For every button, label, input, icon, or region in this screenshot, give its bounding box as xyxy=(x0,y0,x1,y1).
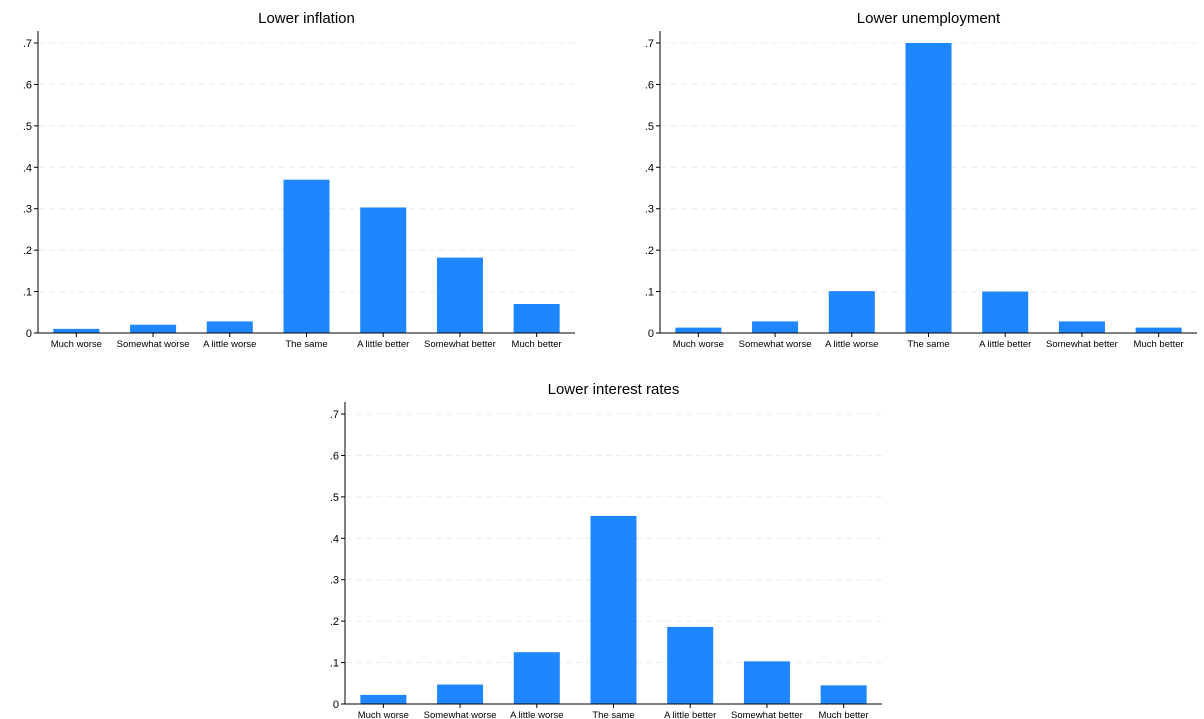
bar-somewhat-worse xyxy=(130,324,177,333)
y-tick-label: .4 xyxy=(330,533,339,545)
x-tick-label: Much worse xyxy=(673,339,724,350)
x-tick-label: Much worse xyxy=(358,710,409,719)
x-tick-label: Somewhat better xyxy=(731,710,803,719)
x-tick-label: A little worse xyxy=(203,339,256,350)
bar-a-little-better xyxy=(667,626,714,704)
y-tick-label: .6 xyxy=(645,79,654,91)
bar-somewhat-better xyxy=(436,257,483,333)
bar-much-worse xyxy=(53,328,100,333)
chart-panel-3: Lower interest rates 0 .1 .2 .3 .4 .5 .6 .7 Much … xyxy=(330,381,882,719)
bar-much-better xyxy=(1135,327,1182,333)
x-tick-label: Much better xyxy=(512,339,562,350)
y-tick-label: .2 xyxy=(330,616,339,628)
x-tick-label: The same xyxy=(592,710,634,719)
x-tick-label: Somewhat worse xyxy=(424,710,497,719)
x-tick-label: Somewhat worse xyxy=(117,339,190,350)
bar-much-worse xyxy=(675,327,722,333)
y-tick-label: .5 xyxy=(645,121,654,133)
y-tick-label: 0 xyxy=(26,328,32,340)
y-tick-label: .6 xyxy=(330,450,339,462)
y-tick-label: .7 xyxy=(330,409,339,421)
y-tick-label: .4 xyxy=(23,162,32,174)
bar-somewhat-better xyxy=(743,661,790,704)
chart-panel-2: Lower unemployment 0 .1 .2 .3 .4 .5 .6 .7 Much wo… xyxy=(645,10,1197,350)
x-tick-label: Much worse xyxy=(51,339,102,350)
bar-a-little-worse xyxy=(513,652,560,704)
bar-somewhat-worse xyxy=(437,684,484,704)
bar-a-little-better xyxy=(360,207,407,333)
y-tick-label: .5 xyxy=(23,121,32,133)
x-tick-label: Somewhat worse xyxy=(739,339,812,350)
x-tick-label: Much better xyxy=(819,710,869,719)
y-tick-label: .3 xyxy=(330,575,339,587)
bar-much-worse xyxy=(360,694,407,704)
y-tick-label: .1 xyxy=(645,287,654,299)
x-tick-label: A little worse xyxy=(510,710,563,719)
bar-somewhat-better xyxy=(1058,321,1105,333)
y-tick-label: .7 xyxy=(23,38,32,50)
y-tick-label: .7 xyxy=(645,38,654,50)
y-tick-label: 0 xyxy=(648,328,654,340)
y-tick-label: .6 xyxy=(23,79,32,91)
x-tick-label: The same xyxy=(285,339,327,350)
x-tick-label: A little worse xyxy=(825,339,878,350)
x-tick-label: Somewhat better xyxy=(424,339,496,350)
bar-a-little-worse xyxy=(828,291,875,333)
y-tick-label: .1 xyxy=(23,287,32,299)
x-tick-label: A little better xyxy=(664,710,716,719)
x-tick-label: A little better xyxy=(979,339,1031,350)
y-tick-label: 0 xyxy=(333,699,339,711)
bar-the-same xyxy=(590,515,637,704)
x-tick-label: The same xyxy=(907,339,949,350)
y-tick-label: .3 xyxy=(645,204,654,216)
chart-title: Lower unemployment xyxy=(857,10,1001,27)
y-tick-label: .3 xyxy=(23,204,32,216)
bar-the-same xyxy=(283,179,330,333)
x-tick-label: A little better xyxy=(357,339,409,350)
chart-panel-1: Lower inflation 0 .1 .2 .3 .4 .5 .6 .7 Much worse… xyxy=(23,10,575,350)
x-tick-label: Somewhat better xyxy=(1046,339,1118,350)
bar-a-little-worse xyxy=(206,321,253,333)
bar-a-little-better xyxy=(982,291,1029,333)
bar-the-same xyxy=(905,43,952,333)
bar-somewhat-worse xyxy=(752,321,799,333)
y-tick-label: .5 xyxy=(330,492,339,504)
x-tick-label: Much better xyxy=(1134,339,1184,350)
bar-much-better xyxy=(820,685,867,704)
y-tick-label: .2 xyxy=(645,245,654,257)
chart-title: Lower interest rates xyxy=(548,381,680,398)
chart-title: Lower inflation xyxy=(258,10,355,27)
y-tick-label: .1 xyxy=(330,658,339,670)
y-tick-label: .2 xyxy=(23,245,32,257)
bar-much-better xyxy=(513,304,560,333)
y-tick-label: .4 xyxy=(645,162,654,174)
